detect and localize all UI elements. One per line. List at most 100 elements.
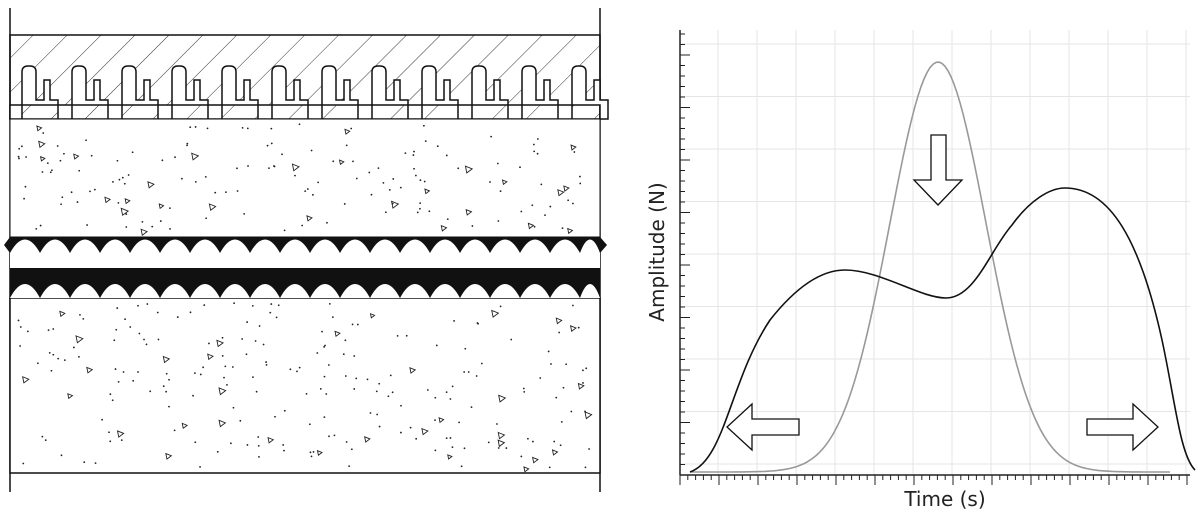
aggregate-dot: [246, 444, 249, 446]
aggregate-dot: [416, 211, 419, 214]
aggregate-dot: [123, 182, 126, 185]
aggregate-dot: [221, 336, 224, 339]
aggregate-dot: [400, 404, 402, 407]
aggregate-dot: [192, 394, 194, 397]
aggregate-dot: [233, 302, 236, 305]
aggregate-triangle: [207, 353, 214, 361]
arrow-left-icon: [726, 402, 800, 452]
aggregate-dot: [35, 227, 38, 230]
aggregate-dot: [257, 436, 260, 438]
aggregate-dot: [451, 385, 454, 388]
aggregate-dot: [539, 377, 542, 379]
aggregate-dot: [328, 435, 330, 438]
aggregate-dot: [22, 462, 25, 465]
aggregate-dot: [294, 174, 296, 177]
aggregate-dot: [117, 201, 120, 204]
aggregate-dot: [282, 444, 285, 446]
aggregate-triangle: [497, 431, 506, 440]
aggregate-triangle: [36, 125, 43, 132]
aggregate-dot: [214, 191, 217, 194]
aggregate-triangle: [563, 185, 570, 192]
aggregate-triangle: [59, 310, 66, 318]
aggregate-triangle: [86, 366, 94, 374]
aggregate-dot: [115, 328, 118, 331]
aggregate-dot: [113, 339, 116, 342]
aggregate-dot: [156, 311, 159, 314]
aggregate-triangle: [369, 313, 376, 319]
aggregate-triangle: [523, 466, 530, 473]
aggregate-dot: [422, 124, 425, 127]
aggregate-dot: [176, 316, 179, 318]
aggregate-dot: [241, 338, 244, 340]
aggregate-dot: [125, 213, 128, 215]
aggregate-dot: [577, 326, 580, 329]
aggregate-dot: [255, 390, 258, 393]
aggregate-triangle: [116, 430, 125, 438]
x-axis-label: Time (s): [903, 487, 985, 511]
aggregate-dot: [536, 152, 539, 155]
aggregate-dot: [283, 409, 286, 412]
aggregate-dot: [344, 339, 347, 342]
aggregate-dot: [351, 323, 354, 326]
cross-section-diagram: [4, 8, 609, 492]
aggregate-dot: [224, 365, 227, 368]
aggregate-dot: [343, 203, 346, 205]
aggregate-triangle: [316, 449, 323, 456]
y-axis-ticks: [680, 33, 690, 476]
aggregate-triangle: [497, 439, 506, 448]
aggregate-dot: [111, 399, 114, 402]
aggregate-dot: [70, 191, 73, 194]
aggregate-dot: [39, 224, 42, 227]
aggregate-dot: [174, 156, 176, 159]
aggregate-dot: [555, 396, 558, 399]
aggregate-dot: [352, 160, 354, 163]
aggregate-triangle: [218, 387, 227, 396]
aggregate-dot: [268, 167, 270, 170]
aggregate-dot: [59, 159, 62, 162]
aggregate-dot: [370, 193, 373, 196]
aggregate-dot: [86, 224, 89, 226]
aggregate-dot: [527, 437, 529, 440]
aggregate-dot: [225, 191, 227, 194]
aggregate-dot: [73, 346, 75, 349]
aggregate-dot: [109, 393, 112, 396]
aggregate-triangle: [424, 188, 431, 195]
aggregate-dot: [118, 178, 121, 181]
aggregate-dot: [570, 410, 573, 413]
aggregate-dot: [186, 144, 188, 147]
aggregate-dot: [536, 138, 539, 140]
aggregate-dot: [60, 203, 63, 206]
aggregate-dot: [366, 378, 369, 381]
amplitude-chart: Time (s) Amplitude (N): [645, 30, 1196, 511]
aggregate-dot: [353, 355, 356, 357]
aggregate-dot: [202, 366, 205, 369]
aggregate-dot: [186, 142, 189, 145]
aggregate-dot: [132, 379, 135, 382]
aggregate-triangle: [124, 198, 131, 205]
aggregate-dot: [116, 159, 119, 162]
aggregate-dot: [414, 174, 417, 177]
aggregate-dot: [246, 127, 249, 130]
aggregate-triangle: [306, 215, 313, 222]
aggregate-triangle: [409, 367, 417, 374]
aggregate-dot: [137, 304, 139, 307]
aggregate-dot: [400, 431, 402, 434]
aggregate-dot: [510, 338, 513, 341]
aggregate-triangle: [344, 128, 351, 135]
aggregate-dot: [265, 361, 267, 363]
aggregate-dot: [165, 372, 168, 375]
aggregate-dot: [520, 210, 523, 213]
aggregate-dot: [540, 183, 543, 186]
aggregate-dot: [460, 465, 463, 468]
aggregate-dot: [168, 378, 170, 381]
aggregate-dot: [328, 302, 331, 305]
aggregate-dot: [544, 214, 546, 216]
aggregate-dot: [573, 151, 576, 153]
aggregate-dot: [409, 426, 412, 429]
aggregate-speckles-upper: [17, 123, 582, 236]
aggregate-dot: [19, 345, 22, 347]
aggregate-dot: [208, 342, 210, 345]
aggregate-dot: [18, 157, 20, 160]
aggregate-dot: [559, 444, 562, 447]
x-axis-ticks: [679, 475, 1188, 485]
